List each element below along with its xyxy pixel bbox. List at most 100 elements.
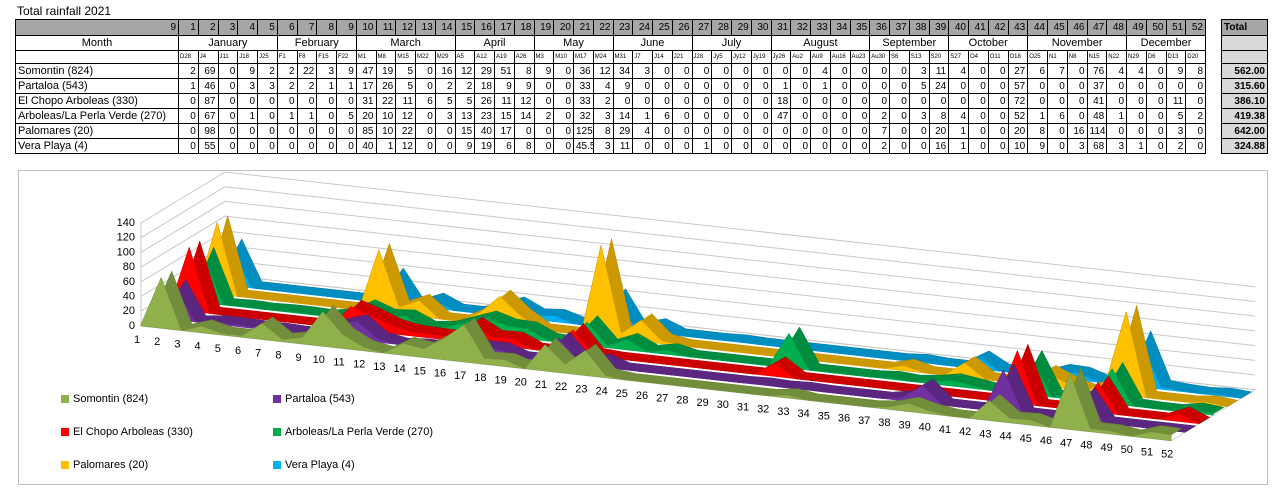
- rainfall-value: 0: [849, 123, 871, 139]
- rainfall-value: 0: [178, 138, 199, 154]
- rainfall-value: 0: [652, 138, 673, 154]
- rainfall-value: 0: [1185, 138, 1206, 154]
- rainfall-value: 0: [691, 63, 713, 79]
- rainfall-value: 9: [237, 63, 258, 79]
- rainfall-value: 20: [355, 108, 377, 124]
- rainfall-value: 3: [592, 108, 614, 124]
- rainfall-value: 1: [276, 108, 298, 124]
- rainfall-value: 2: [178, 63, 199, 79]
- rainfall-value: 9: [494, 78, 515, 94]
- rainfall-value: 22: [375, 93, 397, 109]
- rainfall-value: 4: [1106, 63, 1127, 79]
- week-date: Au23: [849, 50, 871, 64]
- rainfall-value: 2: [869, 138, 890, 154]
- month-name: July: [691, 35, 772, 51]
- week-date: A12: [474, 50, 495, 64]
- rainfall-value: 0: [770, 63, 792, 79]
- rainfall-value: 0: [1165, 78, 1187, 94]
- week-number: 41: [968, 19, 989, 36]
- y-tick-label: 140: [117, 217, 135, 229]
- rainfall-value: 0: [810, 138, 831, 154]
- rainfall-value: 0: [948, 78, 969, 94]
- week-date: M22: [415, 50, 436, 64]
- x-tick-label: 5: [215, 343, 221, 355]
- rainfall-value: 0: [968, 138, 989, 154]
- rainfall-value: 0: [849, 138, 871, 154]
- week-number: 36: [869, 19, 890, 36]
- week-date: A5: [454, 50, 476, 64]
- y-tick-label: 120: [117, 232, 135, 244]
- week-number: 16: [474, 19, 495, 36]
- week-number: 33: [810, 19, 831, 36]
- rainfall-value: 11: [395, 93, 416, 109]
- rainfall-value: 0: [217, 138, 239, 154]
- rainfall-value: 9: [612, 78, 634, 94]
- rainfall-value: 0: [1145, 93, 1167, 109]
- x-tick-label: 41: [939, 424, 951, 436]
- rainfall-value: 0: [948, 93, 969, 109]
- rainfall-value: 9: [454, 138, 476, 154]
- month-name: March: [355, 35, 456, 51]
- rainfall-value: 0: [257, 138, 278, 154]
- week-date: M1: [355, 50, 377, 64]
- rainfall-value: 0: [790, 78, 811, 94]
- x-tick-label: 43: [979, 428, 991, 440]
- station-total: 324.88: [1221, 138, 1268, 154]
- rainfall-value: 0: [711, 78, 732, 94]
- rainfall-value: 6: [1027, 63, 1048, 79]
- week-date: J7: [632, 50, 653, 64]
- rainfall-value: 0: [553, 123, 574, 139]
- rainfall-value: 14: [612, 108, 634, 124]
- week-number: 50: [1145, 19, 1167, 36]
- rainfall-value: 0: [217, 123, 239, 139]
- week-number: 28: [711, 19, 732, 36]
- rainfall-value: 34: [612, 63, 634, 79]
- rainfall-value: 0: [632, 93, 653, 109]
- rainfall-value: 0: [1066, 78, 1088, 94]
- rainfall-value: 8: [513, 138, 535, 154]
- rainfall-value: 14: [513, 108, 535, 124]
- month-name: June: [612, 35, 693, 51]
- rainfall-value: 4: [948, 108, 969, 124]
- week-date: F1: [276, 50, 298, 64]
- rainfall-value: 0: [731, 63, 752, 79]
- week-number: 38: [908, 19, 930, 36]
- rainfall-value: 0: [296, 93, 318, 109]
- rainfall-value: 45.5: [573, 138, 594, 154]
- x-tick-label: 11: [333, 356, 344, 368]
- legend-swatch: [273, 428, 281, 436]
- x-tick-label: 18: [474, 372, 486, 384]
- x-tick-label: 25: [616, 388, 628, 400]
- week-number: 32: [790, 19, 811, 36]
- table-row: Palomares (20) 0 98 0 0 0 0 0 0 0 85 10 22 0 0 15 40 17 0 0…: [15, 123, 1268, 139]
- rainfall-value: 47: [770, 108, 792, 124]
- rainfall-value: 2: [592, 93, 614, 109]
- rainfall-value: 26: [474, 93, 495, 109]
- rainfall-value: 0: [553, 63, 574, 79]
- rainfall-value: 0: [790, 93, 811, 109]
- rainfall-value: 11: [1165, 93, 1187, 109]
- rainfall-value: 16: [434, 63, 456, 79]
- rainfall-value: 52: [1007, 108, 1029, 124]
- rainfall-value: 18: [770, 93, 792, 109]
- week-date: M31: [612, 50, 634, 64]
- x-tick-label: 52: [1161, 449, 1173, 461]
- week-number: 34: [829, 19, 851, 36]
- rainfall-value: 0: [829, 138, 851, 154]
- rainfall-value: 0: [750, 123, 772, 139]
- rainfall-value: 3: [434, 108, 456, 124]
- rainfall-value: 5: [434, 93, 456, 109]
- rainfall-value: 41: [1086, 93, 1108, 109]
- x-tick-label: 45: [1020, 433, 1032, 445]
- x-tick-label: 40: [919, 422, 931, 434]
- rainfall-value: 0: [987, 78, 1009, 94]
- rainfall-value: 0: [1047, 93, 1068, 109]
- week-number: 21: [573, 19, 594, 36]
- week-number: 3: [217, 19, 239, 36]
- table-row: Partaloa (543) 1 46 0 3 3 2 2 1 1 17 26 5 0 2 2 18 9 9 0 0 33…: [15, 78, 1268, 94]
- week-date: S20: [928, 50, 950, 64]
- rainfall-value: 0: [750, 138, 772, 154]
- rainfall-value: 9: [1027, 138, 1048, 154]
- rainfall-value: 67: [197, 108, 219, 124]
- rainfall-value: 1: [237, 108, 258, 124]
